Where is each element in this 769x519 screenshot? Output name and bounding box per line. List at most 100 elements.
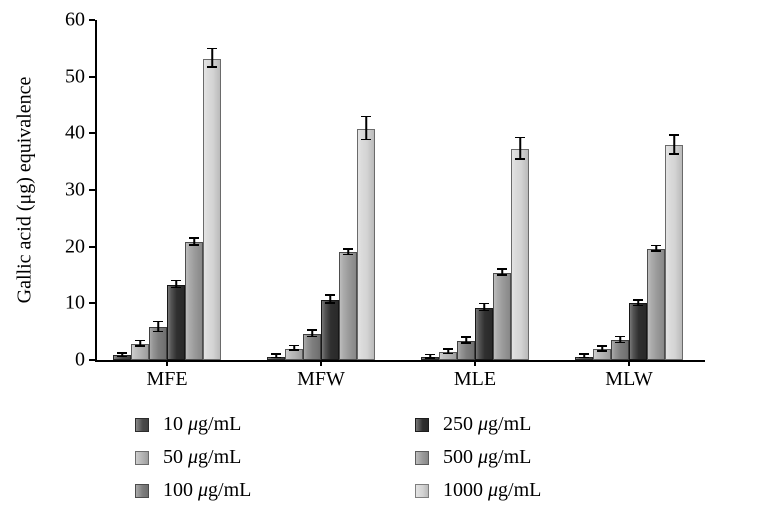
error-cap bbox=[597, 345, 607, 347]
y-tick-label: 50 bbox=[65, 65, 85, 88]
legend-swatch bbox=[415, 451, 429, 465]
bar bbox=[475, 308, 493, 360]
figure: Gallic acid (μg) equivalence 01020304050… bbox=[0, 0, 769, 519]
y-axis bbox=[95, 20, 97, 360]
bar bbox=[167, 285, 185, 360]
legend-item: 100 μg/mL bbox=[135, 474, 251, 507]
y-tick-label: 30 bbox=[65, 179, 85, 202]
error-bar bbox=[211, 49, 213, 67]
error-cap bbox=[515, 158, 525, 160]
bar bbox=[357, 129, 375, 360]
legend-swatch bbox=[415, 484, 429, 498]
error-cap bbox=[135, 345, 145, 347]
y-tick bbox=[89, 19, 95, 21]
error-cap bbox=[515, 137, 525, 139]
error-cap bbox=[325, 302, 335, 304]
error-cap bbox=[579, 353, 589, 355]
error-cap bbox=[171, 280, 181, 282]
y-tick-label: 0 bbox=[75, 349, 85, 372]
error-cap bbox=[189, 237, 199, 239]
legend-column: 250 μg/mL 500 μg/mL 1000 μg/mL bbox=[415, 408, 541, 507]
error-cap bbox=[117, 356, 127, 358]
y-tick-label: 60 bbox=[65, 9, 85, 32]
error-cap bbox=[289, 345, 299, 347]
error-cap bbox=[425, 354, 435, 356]
y-tick-label: 20 bbox=[65, 235, 85, 258]
error-cap bbox=[135, 340, 145, 342]
legend-column: 10 μg/mL 50 μg/mL 100 μg/mL bbox=[135, 408, 251, 507]
y-tick bbox=[89, 246, 95, 248]
y-axis-title: Gallic acid (μg) equivalence bbox=[14, 77, 37, 304]
error-cap bbox=[361, 139, 371, 141]
legend-label: 1000 μg/mL bbox=[443, 479, 541, 502]
error-bar bbox=[673, 136, 675, 155]
error-bar bbox=[519, 138, 521, 160]
legend-item: 1000 μg/mL bbox=[415, 474, 541, 507]
error-cap bbox=[361, 116, 371, 118]
error-cap bbox=[651, 245, 661, 247]
legend-label: 10 μg/mL bbox=[163, 413, 241, 436]
error-cap bbox=[633, 305, 643, 307]
legend-swatch bbox=[135, 418, 149, 432]
y-tick bbox=[89, 132, 95, 134]
error-cap bbox=[633, 299, 643, 301]
error-cap bbox=[271, 357, 281, 359]
bar bbox=[339, 252, 357, 360]
x-tick bbox=[474, 360, 476, 366]
bar bbox=[303, 334, 321, 360]
error-cap bbox=[307, 336, 317, 338]
error-cap bbox=[207, 66, 217, 68]
legend-swatch bbox=[415, 418, 429, 432]
y-tick bbox=[89, 302, 95, 304]
x-tick bbox=[320, 360, 322, 366]
error-cap bbox=[207, 48, 217, 50]
y-tick bbox=[89, 189, 95, 191]
legend-label: 50 μg/mL bbox=[163, 446, 241, 469]
error-cap bbox=[461, 336, 471, 338]
error-cap bbox=[189, 244, 199, 246]
error-cap bbox=[579, 357, 589, 359]
error-cap bbox=[615, 336, 625, 338]
bar bbox=[511, 149, 529, 360]
error-cap bbox=[669, 153, 679, 155]
error-cap bbox=[497, 268, 507, 270]
legend-label: 250 μg/mL bbox=[443, 413, 531, 436]
error-cap bbox=[325, 294, 335, 296]
bar-group bbox=[421, 20, 529, 360]
legend-item: 50 μg/mL bbox=[135, 441, 251, 474]
plot-area: 0102030405060MFEMFWMLEMLW bbox=[95, 20, 705, 362]
bar bbox=[457, 341, 475, 360]
legend-item: 500 μg/mL bbox=[415, 441, 541, 474]
x-tick bbox=[628, 360, 630, 366]
error-cap bbox=[479, 310, 489, 312]
error-cap bbox=[443, 348, 453, 350]
y-tick-label: 10 bbox=[65, 292, 85, 315]
y-tick-label: 40 bbox=[65, 122, 85, 145]
error-cap bbox=[443, 353, 453, 355]
bar bbox=[321, 300, 339, 360]
x-tick-label: MFW bbox=[297, 368, 345, 391]
y-tick bbox=[89, 76, 95, 78]
legend-label: 100 μg/mL bbox=[163, 479, 251, 502]
bar bbox=[203, 59, 221, 360]
legend-label: 500 μg/mL bbox=[443, 446, 531, 469]
error-cap bbox=[651, 250, 661, 252]
x-tick-label: MLE bbox=[454, 368, 496, 391]
bar bbox=[629, 303, 647, 360]
bar bbox=[185, 242, 203, 360]
x-tick-label: MFE bbox=[146, 368, 187, 391]
error-cap bbox=[497, 274, 507, 276]
error-cap bbox=[343, 248, 353, 250]
bar-group bbox=[575, 20, 683, 360]
bar-group bbox=[267, 20, 375, 360]
error-cap bbox=[615, 342, 625, 344]
legend-item: 250 μg/mL bbox=[415, 408, 541, 441]
error-cap bbox=[117, 352, 127, 354]
y-tick bbox=[89, 359, 95, 361]
error-cap bbox=[597, 350, 607, 352]
bar bbox=[611, 340, 629, 360]
legend-item: 10 μg/mL bbox=[135, 408, 251, 441]
legend-swatch bbox=[135, 484, 149, 498]
bar bbox=[647, 249, 665, 360]
x-tick bbox=[166, 360, 168, 366]
